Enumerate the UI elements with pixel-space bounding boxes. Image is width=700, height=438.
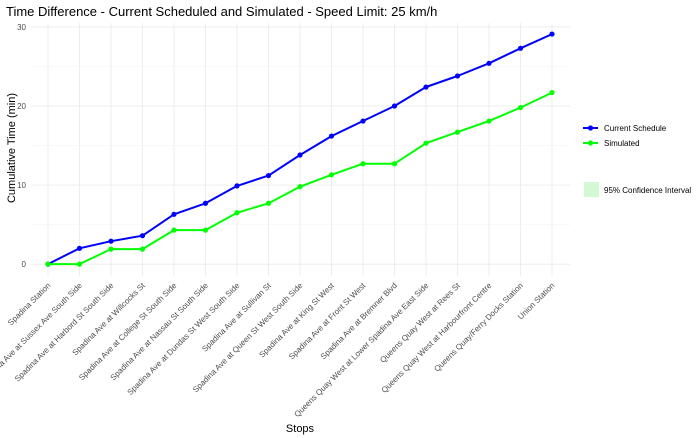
data-point — [423, 140, 429, 146]
data-point — [171, 211, 177, 217]
data-point — [391, 103, 398, 109]
data-point — [45, 261, 51, 267]
chart-title: Time Difference - Current Scheduled and … — [6, 4, 437, 19]
data-point — [360, 118, 366, 124]
y-tick-label: 20 — [17, 102, 26, 111]
legend: Current Schedule Simulated 95% Confidence … — [583, 124, 691, 197]
legend-label: Current Schedule — [604, 124, 667, 133]
data-point — [76, 245, 83, 251]
y-tick-label: 0 — [22, 260, 27, 269]
y-tick-label: 30 — [17, 23, 26, 32]
data-point — [297, 152, 303, 158]
data-point — [234, 210, 240, 216]
data-point — [549, 31, 555, 37]
x-tick-label: Queens Quay West at Harbourfront Centre — [380, 281, 494, 395]
data-point — [454, 129, 461, 135]
data-point — [108, 246, 114, 252]
data-point — [454, 73, 461, 79]
legend-swatch-band — [584, 182, 599, 197]
legend-swatch-point — [587, 125, 594, 131]
y-axis-tick-labels: 0 10 20 30 — [17, 23, 26, 269]
data-point — [423, 84, 429, 90]
data-point — [202, 227, 209, 233]
data-point — [486, 60, 492, 66]
data-point — [139, 233, 146, 239]
x-axis-title: Stops — [286, 423, 315, 435]
data-point — [486, 118, 492, 124]
data-point — [297, 184, 303, 190]
data-point — [108, 238, 114, 244]
legend-label: Simulated — [604, 139, 640, 148]
data-point — [202, 200, 209, 206]
series-0 — [45, 31, 555, 267]
data-point — [360, 161, 366, 167]
x-tick-label: Spadina Ave at Queen St West South Side — [191, 281, 305, 395]
data-point — [139, 246, 146, 252]
legend-label: 95% Confidence Interval — [604, 186, 691, 195]
y-axis-title: Cumulative Time (min) — [6, 93, 18, 203]
data-point — [328, 172, 335, 178]
series-1 — [45, 89, 555, 267]
series-layer — [45, 31, 555, 267]
data-point — [265, 172, 272, 179]
x-tick-label: Spadina Ave at Dundas St West South Side — [126, 281, 242, 397]
data-point — [76, 261, 83, 267]
data-point — [517, 45, 524, 51]
data-point — [517, 104, 524, 111]
data-point — [391, 161, 398, 167]
data-point — [265, 200, 272, 206]
legend-swatch-point — [587, 140, 594, 146]
data-point — [171, 227, 177, 233]
data-point — [549, 89, 555, 96]
data-point — [234, 183, 240, 189]
y-tick-label: 10 — [17, 181, 26, 190]
grid — [31, 23, 570, 276]
data-point — [328, 133, 335, 139]
